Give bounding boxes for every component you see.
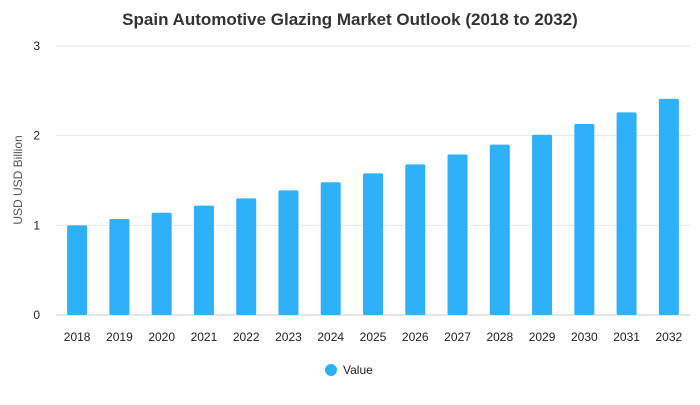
y-axis-label: USD USD Billion: [11, 135, 25, 224]
y-tick-label-2: 2: [33, 129, 40, 143]
bar-2029[interactable]: [532, 134, 553, 315]
bar-2030[interactable]: [574, 124, 595, 315]
x-tick-label-2023: 2023: [275, 330, 302, 344]
bar-2032[interactable]: [658, 98, 679, 315]
x-tick-label-2019: 2019: [106, 330, 133, 344]
y-tick-label-0: 0: [33, 308, 40, 322]
bars: [67, 98, 679, 315]
legend-marker-value: [325, 364, 337, 376]
legend-label-value: Value: [343, 363, 373, 377]
bar-2026[interactable]: [405, 164, 426, 315]
x-tick-label-2027: 2027: [444, 330, 471, 344]
x-tick-label-2022: 2022: [233, 330, 260, 344]
bar-2023[interactable]: [278, 190, 299, 315]
chart-title: Spain Automotive Glazing Market Outlook …: [122, 10, 578, 29]
x-tick-label-2030: 2030: [571, 330, 598, 344]
x-tick-label-2028: 2028: [486, 330, 513, 344]
x-tick-label-2031: 2031: [613, 330, 640, 344]
x-tick-label-2026: 2026: [402, 330, 429, 344]
x-tick-label-2020: 2020: [148, 330, 175, 344]
legend[interactable]: Value: [325, 363, 373, 377]
x-axis-ticks: 2018 2019 2020 2021 2022 2023 2024 2025 2026 2027…: [64, 330, 683, 344]
bar-2019[interactable]: [109, 219, 130, 315]
y-axis-ticks: 0 1 2 3: [33, 39, 40, 322]
bar-2025[interactable]: [363, 173, 383, 315]
x-tick-label-2024: 2024: [317, 330, 344, 344]
y-tick-label-3: 3: [33, 39, 40, 53]
bar-2020[interactable]: [151, 212, 172, 315]
bar-2021[interactable]: [193, 205, 214, 315]
bar-2024[interactable]: [320, 182, 341, 315]
x-tick-label-2032: 2032: [656, 330, 683, 344]
bar-2028[interactable]: [489, 144, 510, 315]
x-tick-label-2025: 2025: [360, 330, 387, 344]
y-tick-label-1: 1: [33, 218, 40, 232]
bar-2031[interactable]: [616, 112, 637, 315]
bar-2027[interactable]: [447, 154, 468, 315]
x-tick-label-2021: 2021: [191, 330, 218, 344]
x-tick-label-2029: 2029: [529, 330, 556, 344]
x-tick-label-2018: 2018: [64, 330, 91, 344]
bar-2018[interactable]: [67, 225, 88, 315]
bar-2022[interactable]: [236, 198, 257, 315]
